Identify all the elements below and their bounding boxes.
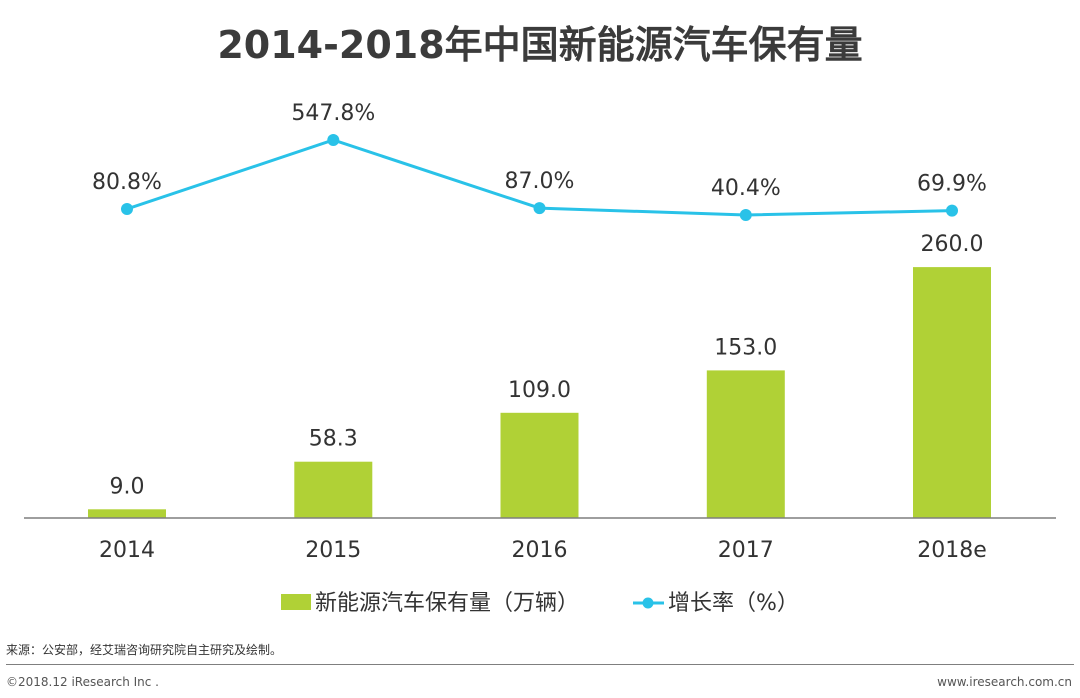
growth-point-2015 [327, 134, 340, 146]
bar-value-label: 109.0 [508, 378, 571, 403]
growth-point-2018e [946, 204, 958, 217]
combo-chart: 9.0 58.3 109.0 153.0 260.0 80.8% 547.8% 87.0% 40… [24, 101, 1056, 616]
bar-value-label: 153.0 [714, 335, 777, 360]
x-tick-label: 2015 [305, 538, 361, 563]
ticks-layer: 2014 2015 2016 2017 2018e [99, 538, 987, 563]
legend-bar-label: 新能源汽车保有量（万辆） [315, 591, 579, 616]
x-tick-label: 2018e [917, 538, 987, 563]
bar-value-label: 58.3 [309, 427, 358, 452]
bar-2018e [913, 267, 991, 518]
legend: 新能源汽车保有量（万辆） 增长率（%） [281, 591, 799, 616]
legend-line-label: 增长率（%） [668, 591, 799, 616]
chart-title: 2014-2018年中国新能源汽车保有量 [217, 23, 863, 67]
bar-2014 [88, 509, 166, 518]
bar-2016 [500, 412, 579, 518]
growth-value-label: 547.8% [291, 101, 375, 126]
growth-value-label: 69.9% [917, 172, 987, 197]
legend-bar-swatch [281, 594, 311, 610]
labels-layer: 9.0 58.3 109.0 153.0 260.0 80.8% 547.8% 87.0% 40… [92, 101, 987, 499]
copyright-text: ©2018.12 iResearch Inc . [6, 675, 159, 689]
legend-line-marker [642, 597, 654, 609]
bars-layer [88, 267, 991, 518]
growth-point-2016 [533, 202, 546, 215]
source-note: 来源：公安部，经艾瑞咨询研究院自主研究及绘制。 [6, 643, 283, 657]
website-text: www.iresearch.com.cn [937, 675, 1072, 689]
x-tick-label: 2017 [718, 538, 774, 563]
growth-value-label: 80.8% [92, 170, 162, 195]
bar-value-label: 260.0 [921, 232, 984, 257]
x-tick-label: 2016 [512, 538, 568, 563]
growth-value-label: 87.0% [505, 169, 575, 194]
growth-point-2017 [739, 209, 752, 221]
line-layer [121, 134, 958, 221]
x-tick-label: 2014 [99, 538, 155, 563]
bar-2017 [706, 370, 785, 518]
bar-value-label: 9.0 [110, 474, 145, 499]
bar-2015 [294, 461, 373, 518]
growth-point-2014 [121, 203, 133, 215]
footer-divider [6, 664, 1074, 665]
growth-value-label: 40.4% [711, 176, 781, 201]
